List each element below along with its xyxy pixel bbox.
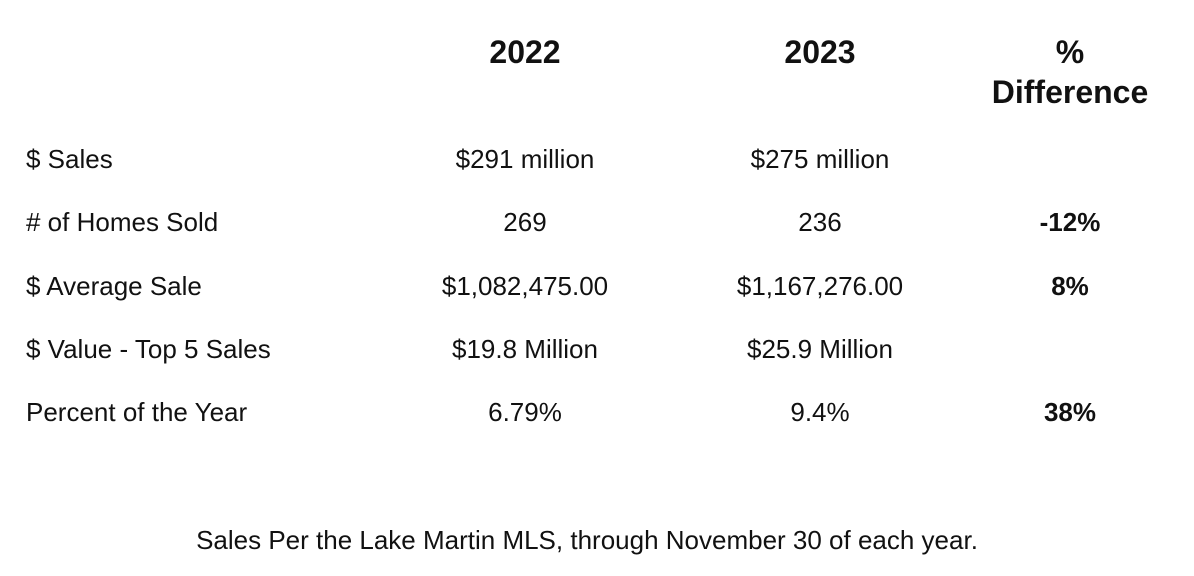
source-footnote: Sales Per the Lake Martin MLS, through N…: [196, 525, 978, 555]
value-2022: $291 million: [455, 144, 595, 174]
header-percent-symbol: %: [1055, 34, 1085, 70]
value-2022: $19.8 Million: [452, 334, 598, 364]
value-2023: 236: [798, 207, 842, 237]
table-row-top5-value: $ Value - Top 5 Sales $19.8 Million $25.…: [0, 329, 1194, 369]
value-percent-difference: -12%: [1039, 207, 1101, 237]
table-row-homes-sold: # of Homes Sold 269 236 -12%: [0, 202, 1194, 242]
row-label: Percent of the Year: [26, 397, 248, 427]
row-label: $ Average Sale: [26, 271, 202, 301]
value-percent-difference: 38%: [1043, 397, 1097, 427]
row-label: # of Homes Sold: [26, 207, 219, 237]
row-label: $ Sales: [26, 144, 113, 174]
value-percent-difference: 8%: [1051, 271, 1089, 301]
table-row-percent-of-year: Percent of the Year 6.79% 9.4% 38%: [0, 392, 1194, 432]
value-2022: $1,082,475.00: [441, 271, 609, 301]
header-percent-difference: % Difference: [965, 32, 1175, 112]
row-label: $ Value - Top 5 Sales: [26, 334, 271, 364]
value-2023: 9.4%: [790, 397, 850, 427]
table-row-average-sale: $ Average Sale $1,082,475.00 $1,167,276.…: [0, 266, 1194, 306]
value-2023: $25.9 Million: [747, 334, 893, 364]
header-difference-label: Difference: [991, 74, 1149, 110]
table-header: 2022 2023 % Difference: [0, 26, 1194, 116]
header-2022: 2022: [489, 34, 561, 70]
table-row-sales: $ Sales $291 million $275 million: [0, 139, 1194, 179]
value-2023: $275 million: [750, 144, 890, 174]
value-2022: 6.79%: [488, 397, 562, 427]
header-2023: 2023: [784, 34, 856, 70]
value-2023: $1,167,276.00: [736, 271, 904, 301]
value-2022: 269: [503, 207, 547, 237]
